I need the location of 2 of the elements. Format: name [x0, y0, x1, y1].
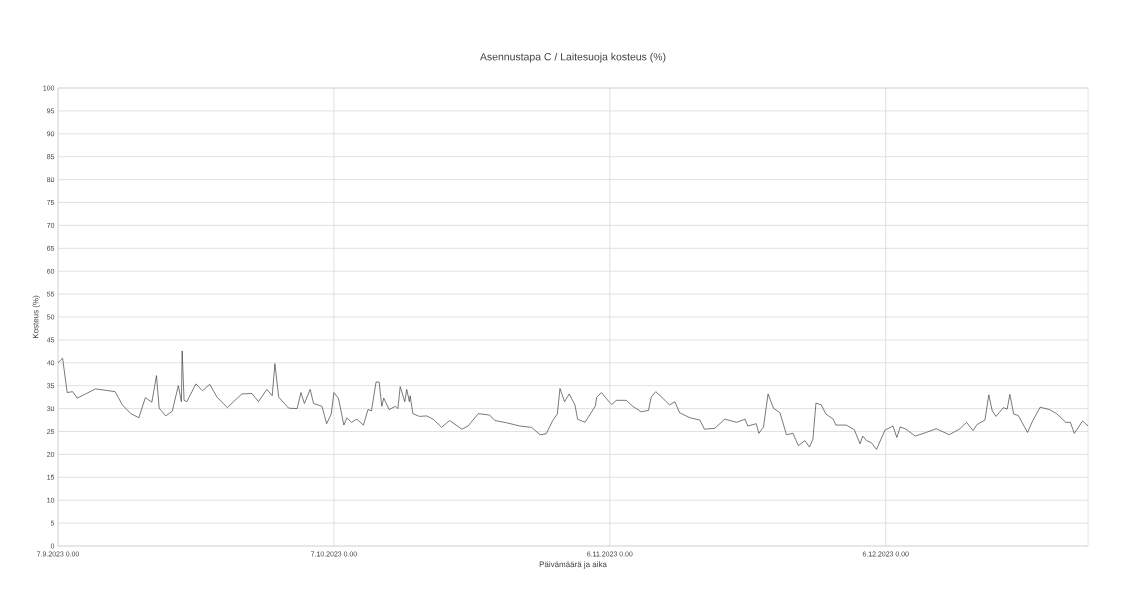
- line-series: [58, 350, 1089, 450]
- chart-title: Asennustapa C / Laitesuoja kosteus (%): [480, 52, 666, 63]
